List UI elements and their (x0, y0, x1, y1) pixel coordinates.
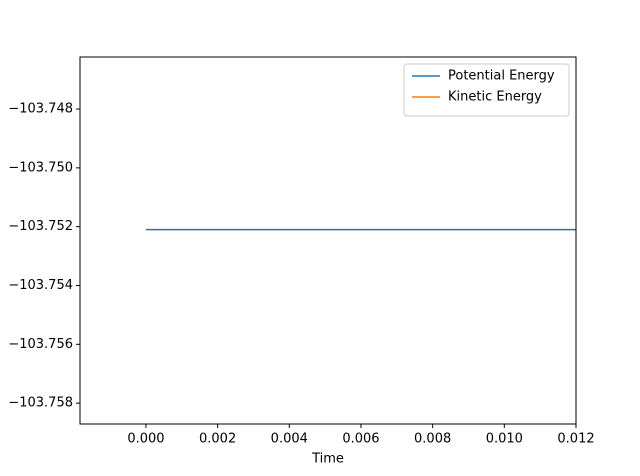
y-tick-label: −103.758 (8, 396, 73, 411)
x-tick-label: 0.004 (271, 432, 308, 447)
plot-frame (79, 56, 577, 425)
x-tick-label: 0.002 (199, 432, 236, 447)
x-axis-label: Time (311, 452, 344, 467)
y-tick-label: −103.756 (8, 337, 73, 352)
x-tick-label: 0.010 (486, 432, 523, 447)
legend-label: Kinetic Energy (448, 90, 542, 105)
y-tick-label: −103.754 (8, 278, 73, 293)
legend-label: Potential Energy (448, 69, 555, 84)
y-tick-label: −103.750 (8, 160, 73, 175)
x-tick-label: 0.012 (557, 432, 594, 447)
legend-box (403, 63, 570, 117)
y-tick-label: −103.748 (8, 102, 73, 117)
y-tick-label: −103.752 (8, 219, 73, 234)
x-tick-label: 0.000 (127, 432, 164, 447)
x-tick-label: 0.006 (342, 432, 379, 447)
x-tick-label: 0.008 (414, 432, 451, 447)
